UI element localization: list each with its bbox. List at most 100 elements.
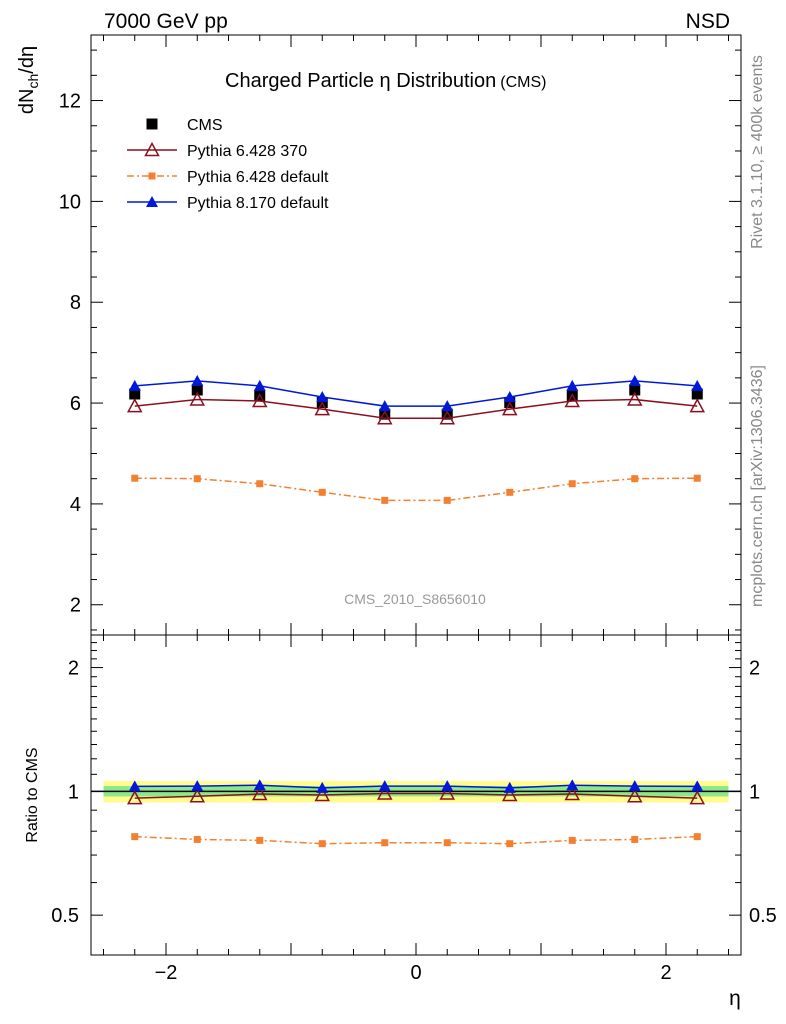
data-point-main (126, 398, 143, 413)
ratio-plot: 0.5 0.5 1 1 2 2 −2 0 2 (51, 634, 777, 984)
data-point-main (253, 379, 266, 391)
series-line-main (134, 477, 698, 502)
data-point-ratio (381, 839, 389, 847)
data-point-ratio (501, 786, 518, 802)
legend-marker (148, 172, 156, 180)
main-title: Charged Particle η Distribution (CMS) (225, 70, 546, 92)
y-tick-label-ratio: 0.5 (51, 905, 79, 927)
data-point-main (381, 496, 389, 504)
y-tick-label-main: 2 (70, 595, 81, 617)
data-point-main (629, 384, 641, 396)
data-point-main (131, 474, 139, 482)
data-point-ratio (131, 833, 139, 841)
data-point-main (314, 401, 331, 416)
data-point-main (693, 474, 701, 482)
main-plot: 2 4 6 8 10 12 (59, 34, 742, 636)
legend-marker (146, 196, 158, 207)
data-point-main (376, 410, 393, 425)
y-tick-label-main: 10 (59, 191, 81, 213)
data-point-ratio (628, 780, 641, 792)
data-point-main (631, 475, 639, 483)
data-point-main (129, 388, 141, 400)
y-axis-label-main: dNch/dη (16, 46, 41, 114)
y-axis-label-ratio: Ratio to CMS (24, 747, 41, 842)
data-point-main (689, 398, 706, 413)
data-point-ratio (256, 836, 264, 844)
data-point-ratio (693, 833, 701, 841)
data-point-ratio (631, 835, 639, 843)
x-tick-label: 2 (660, 962, 671, 984)
series-line-main (134, 380, 698, 407)
legend-label: Pythia 8.170 default (187, 195, 329, 212)
data-point-main (568, 480, 576, 488)
data-point-main (626, 391, 643, 406)
data-point-ratio (189, 788, 206, 803)
y-tick-label-main: 6 (70, 393, 81, 415)
legend-marker (144, 141, 160, 157)
data-point-main (501, 401, 518, 416)
legend-label: Pythia 6.428 default (187, 169, 329, 186)
series-line-ratio (134, 792, 698, 799)
x-axis-label: η (729, 987, 741, 1010)
data-point-main (128, 379, 141, 391)
x-tick-label: −2 (155, 962, 178, 984)
data-point-main (316, 391, 329, 403)
data-point-main (566, 379, 579, 391)
data-point-main (191, 384, 203, 396)
data-point-main (564, 392, 581, 408)
data-point-main (503, 391, 516, 403)
data-point-ratio (566, 779, 579, 791)
data-point-main (256, 480, 264, 488)
data-point-main (691, 379, 704, 391)
legend-marker (146, 118, 158, 130)
data-point-ratio (568, 836, 576, 844)
data-point-ratio (376, 785, 393, 800)
data-point-main (379, 408, 391, 420)
data-point-main (189, 391, 206, 406)
data-point-ratio (251, 785, 268, 801)
data-point-ratio (128, 780, 141, 792)
data-point-ratio (191, 780, 204, 792)
y-tick-label-ratio: 1 (68, 781, 79, 803)
data-point-ratio (126, 790, 143, 805)
data-point-ratio (318, 840, 326, 848)
data-point-ratio (193, 835, 201, 843)
series-line-ratio (134, 784, 698, 789)
data-point-main (378, 400, 391, 412)
data-point-main (628, 374, 641, 386)
data-point-main (441, 400, 454, 412)
data-point-ratio (439, 785, 456, 800)
main-title-suffix: (CMS) (500, 74, 546, 91)
y-tick-label-ratio-right: 2 (749, 658, 760, 680)
data-point-main (318, 488, 326, 496)
y-tick-label-main: 12 (59, 91, 81, 113)
rivet-label: Rivet 3.1.10, ≥ 400k events (749, 55, 766, 249)
legend-label: Pythia 6.428 370 (187, 143, 307, 160)
data-point-ratio (503, 781, 516, 793)
y-tick-label-main: 4 (70, 494, 81, 516)
data-point-ratio (253, 779, 266, 791)
series-line-main (134, 398, 698, 419)
data-point-ratio (441, 780, 454, 792)
y-tick-label-ratio-right: 0.5 (749, 905, 777, 927)
legend: CMS Pythia 6.428 370 Pythia 6.428 default P… (127, 117, 329, 212)
data-point-main (441, 408, 453, 420)
data-point-main (439, 410, 456, 425)
data-point-ratio (691, 780, 704, 792)
analysis-id-label: CMS_2010_S8656010 (344, 591, 486, 607)
y-tick-label-main: 8 (70, 292, 81, 314)
data-point-main (691, 388, 703, 400)
process-label: NSD (686, 10, 730, 33)
data-point-ratio (626, 788, 643, 803)
data-point-ratio (506, 840, 514, 848)
data-point-main (443, 496, 451, 504)
main-title-text: Charged Particle η Distribution (225, 70, 496, 92)
series-line-ratio (134, 835, 698, 845)
y-tick-label-ratio: 2 (68, 658, 79, 680)
data-point-main (193, 475, 201, 483)
data-point-main (251, 392, 268, 408)
data-point-ratio (443, 839, 451, 847)
data-point-ratio (378, 780, 391, 792)
data-point-main (506, 488, 514, 496)
